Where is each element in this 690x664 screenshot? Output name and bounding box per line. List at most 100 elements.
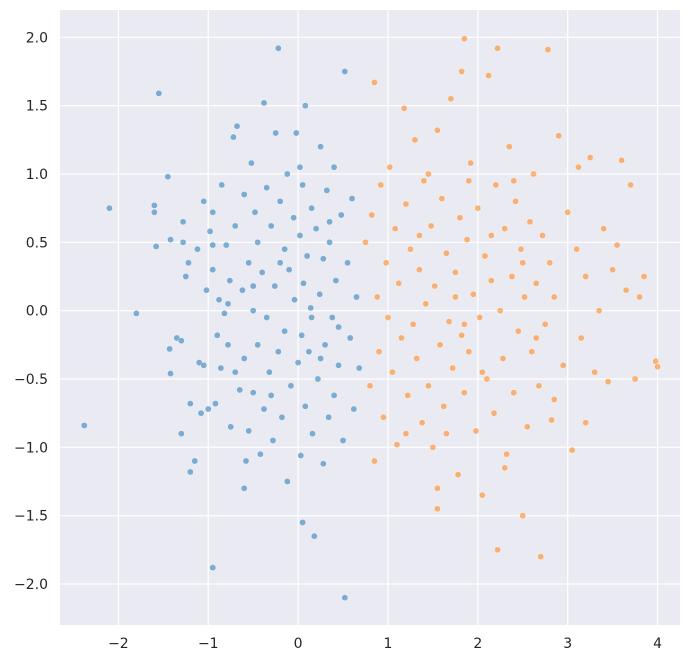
data-point-series-0 — [355, 364, 363, 372]
data-point-series-1 — [622, 286, 630, 294]
data-point-series-1 — [532, 279, 540, 287]
data-point-series-0 — [167, 236, 174, 243]
data-point-series-1 — [458, 331, 466, 339]
data-point-series-1 — [402, 200, 410, 208]
data-point-series-1 — [523, 423, 531, 431]
data-point-series-1 — [550, 396, 558, 403]
data-point-series-1 — [393, 441, 401, 448]
data-point-series-1 — [573, 245, 581, 253]
data-point-series-0 — [307, 304, 315, 312]
data-point-series-1 — [478, 368, 486, 376]
data-point-series-0 — [283, 478, 291, 485]
data-point-series-0 — [344, 259, 351, 267]
data-point-series-0 — [312, 225, 320, 233]
data-point-series-1 — [465, 177, 473, 185]
data-point-series-0 — [278, 413, 286, 421]
data-point-series-1 — [494, 44, 501, 52]
data-point-series-1 — [618, 156, 625, 164]
data-point-series-1 — [559, 361, 567, 369]
data-point-series-0 — [276, 197, 284, 205]
data-point-series-0 — [191, 457, 199, 465]
data-point-series-1 — [510, 177, 518, 185]
data-point-series-0 — [203, 286, 210, 294]
data-point-series-0 — [106, 204, 113, 212]
data-point-series-1 — [467, 159, 474, 167]
data-point-series-0 — [133, 310, 140, 317]
data-point-series-1 — [443, 430, 450, 438]
data-point-series-0 — [303, 252, 311, 260]
data-point-series-1 — [521, 293, 528, 301]
data-point-series-1 — [550, 293, 558, 301]
data-point-series-1 — [402, 430, 410, 438]
data-point-series-1 — [591, 368, 598, 376]
data-point-series-0 — [341, 68, 349, 75]
data-point-series-0 — [240, 191, 248, 198]
data-point-series-1 — [519, 512, 527, 520]
data-point-series-1 — [452, 269, 459, 276]
data-point-series-0 — [332, 277, 340, 284]
data-point-series-0 — [251, 208, 259, 216]
data-point-series-0 — [301, 102, 309, 110]
data-point-series-0 — [274, 348, 282, 356]
data-point-series-0 — [185, 259, 192, 267]
data-point-series-1 — [654, 363, 661, 371]
data-point-series-1 — [469, 290, 477, 298]
data-point-series-0 — [321, 341, 329, 349]
data-point-series-0 — [164, 173, 172, 181]
data-point-series-0 — [186, 400, 194, 407]
data-point-series-1 — [434, 484, 441, 492]
data-point-series-0 — [197, 409, 205, 417]
data-point-series-1 — [544, 46, 552, 53]
data-point-series-0 — [271, 282, 279, 290]
data-point-series-1 — [546, 259, 554, 267]
data-point-series-0 — [177, 337, 185, 345]
data-point-series-0 — [231, 368, 239, 376]
data-point-series-0 — [269, 437, 277, 444]
data-point-series-1 — [456, 214, 464, 222]
data-point-series-1 — [434, 505, 441, 513]
data-point-series-1 — [429, 443, 437, 451]
data-point-series-1 — [519, 259, 527, 267]
data-point-series-0 — [239, 286, 246, 294]
data-point-series-1 — [627, 181, 634, 189]
data-point-series-1 — [366, 382, 374, 390]
data-point-series-0 — [267, 392, 275, 399]
data-point-series-0 — [224, 341, 232, 349]
data-points — [80, 35, 661, 602]
data-point-series-1 — [476, 314, 483, 321]
data-point-series-0 — [236, 386, 244, 394]
data-point-series-1 — [505, 143, 513, 151]
data-point-series-0 — [200, 361, 208, 369]
data-point-series-1 — [389, 368, 396, 376]
y-tick-label: −2.0 — [14, 577, 48, 593]
data-point-series-0 — [221, 310, 228, 317]
data-point-series-1 — [436, 341, 444, 349]
data-point-series-1 — [413, 355, 421, 362]
data-point-series-1 — [575, 163, 582, 171]
data-point-series-1 — [411, 136, 419, 144]
data-point-series-0 — [230, 133, 237, 141]
data-point-series-0 — [240, 355, 248, 362]
data-point-series-1 — [517, 245, 525, 253]
data-point-series-0 — [150, 208, 158, 216]
data-point-series-0 — [266, 368, 273, 376]
data-point-series-0 — [305, 348, 313, 356]
data-point-series-1 — [458, 68, 466, 75]
data-point-series-1 — [409, 320, 417, 328]
data-point-series-1 — [541, 320, 549, 328]
data-point-series-0 — [335, 323, 342, 331]
x-tick-label: −2 — [108, 636, 129, 652]
data-point-series-0 — [242, 457, 250, 465]
data-point-series-0 — [308, 204, 315, 212]
data-point-series-1 — [586, 154, 594, 161]
data-point-series-1 — [384, 314, 392, 321]
data-point-series-0 — [274, 44, 282, 52]
data-point-series-0 — [339, 437, 347, 444]
data-point-series-0 — [231, 222, 239, 230]
data-point-series-0 — [330, 163, 338, 171]
data-point-series-1 — [496, 307, 504, 315]
data-point-series-0 — [227, 423, 235, 431]
data-point-series-1 — [483, 375, 491, 383]
data-point-series-0 — [300, 279, 307, 287]
data-point-series-1 — [418, 419, 426, 427]
